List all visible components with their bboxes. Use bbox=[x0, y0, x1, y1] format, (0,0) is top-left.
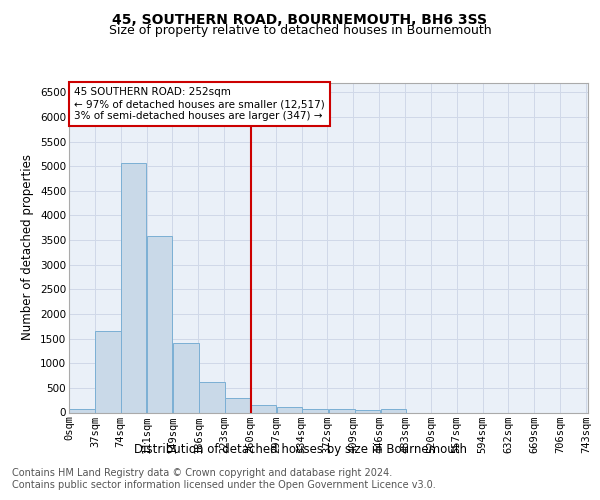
Bar bbox=[173, 343, 199, 412]
Bar bbox=[381, 409, 406, 412]
Bar bbox=[251, 405, 276, 412]
Text: 45 SOUTHERN ROAD: 252sqm
← 97% of detached houses are smaller (12,517)
3% of sem: 45 SOUTHERN ROAD: 252sqm ← 97% of detach… bbox=[74, 88, 325, 120]
Text: Contains public sector information licensed under the Open Government Licence v3: Contains public sector information licen… bbox=[12, 480, 436, 490]
Bar bbox=[95, 331, 121, 412]
Bar bbox=[199, 382, 224, 412]
Bar bbox=[225, 398, 250, 412]
Bar bbox=[277, 406, 302, 412]
Text: 45, SOUTHERN ROAD, BOURNEMOUTH, BH6 3SS: 45, SOUTHERN ROAD, BOURNEMOUTH, BH6 3SS bbox=[113, 12, 487, 26]
Text: Size of property relative to detached houses in Bournemouth: Size of property relative to detached ho… bbox=[109, 24, 491, 37]
Bar bbox=[69, 409, 95, 412]
Text: Contains HM Land Registry data © Crown copyright and database right 2024.: Contains HM Land Registry data © Crown c… bbox=[12, 468, 392, 477]
Bar bbox=[147, 236, 172, 412]
Bar bbox=[302, 408, 328, 412]
Bar bbox=[329, 410, 355, 412]
Bar bbox=[121, 164, 146, 412]
Bar bbox=[355, 410, 380, 412]
Y-axis label: Number of detached properties: Number of detached properties bbox=[22, 154, 34, 340]
Text: Distribution of detached houses by size in Bournemouth: Distribution of detached houses by size … bbox=[133, 442, 467, 456]
